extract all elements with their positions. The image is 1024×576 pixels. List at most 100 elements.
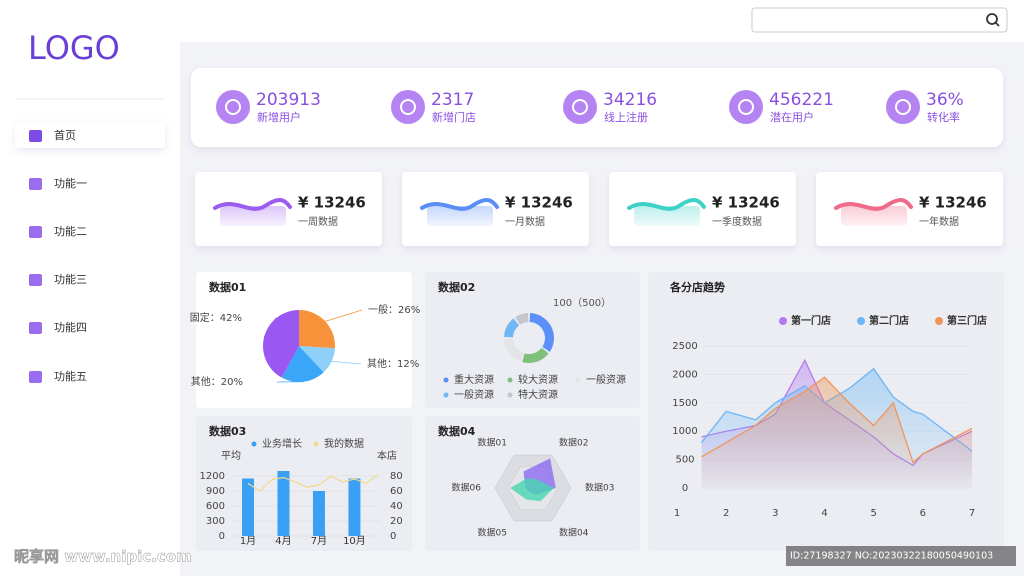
search-icon[interactable] <box>986 13 998 25</box>
summary-wave <box>420 198 499 211</box>
panel-title: 数据01 <box>209 280 246 294</box>
radar-axis-label: 数据04 <box>559 527 589 539</box>
legend-label: 第三门店 <box>947 314 987 327</box>
x-tick-label: 4 <box>821 508 827 519</box>
pie-slice <box>299 346 335 373</box>
stat-label: 线上注册 <box>604 110 648 124</box>
legend-label: 一般资源 <box>454 388 494 401</box>
area-fill <box>701 377 972 488</box>
logo: LOGO <box>28 29 120 67</box>
search-box[interactable] <box>751 7 1008 33</box>
radar-axis-label: 数据06 <box>452 482 482 494</box>
summary-amount: ¥ 13246 <box>919 194 987 212</box>
y-tick-label: 300 <box>206 516 225 527</box>
nav-active <box>15 122 165 148</box>
panel-title: 数据04 <box>438 424 476 438</box>
summary-label: 一月数据 <box>505 215 545 228</box>
radar-axis-label: 数据05 <box>478 527 507 539</box>
bar <box>277 471 290 536</box>
nav-item: 功能二 <box>54 224 87 238</box>
summary-glow <box>634 206 700 226</box>
watermark: 昵享网 www.nipic.com <box>14 548 192 566</box>
x-tick-label: 7月 <box>311 535 327 547</box>
legend-dot <box>507 392 513 398</box>
nav-icon <box>29 371 42 383</box>
x-tick-label: 7 <box>969 508 975 519</box>
y-tick-label: 500 <box>675 455 694 466</box>
summary-glow <box>220 206 286 226</box>
radar-area <box>510 478 554 502</box>
legend-label: 业务增长 <box>262 437 302 450</box>
pie-slice <box>263 310 299 378</box>
summary-glow <box>841 206 907 226</box>
summary-wave <box>213 198 292 211</box>
summary-card <box>816 172 1003 246</box>
stat-icon <box>729 90 763 124</box>
y2-tick-label: 40 <box>390 501 403 512</box>
stat-value: 34216 <box>603 90 657 110</box>
radar-axis-label: 数据02 <box>559 436 588 448</box>
stat-value: 456221 <box>769 90 834 110</box>
x-tick-label: 1 <box>674 508 680 519</box>
stats-card <box>191 68 1003 147</box>
y-tick-label: 1200 <box>200 471 225 482</box>
stat-value: 36% <box>926 90 964 110</box>
leader-line <box>331 360 362 365</box>
stat-icon-glyph <box>400 99 416 115</box>
stat-icon-glyph <box>895 99 911 115</box>
y2-tick-label: 20 <box>390 516 403 527</box>
summary-glow <box>427 206 493 226</box>
legend-dot <box>857 317 865 325</box>
nav-item: 功能一 <box>54 176 87 190</box>
watermark-bg <box>786 546 1016 566</box>
radar-axis-label: 数据03 <box>585 482 614 494</box>
nav-item: 功能三 <box>54 272 87 286</box>
stat-label: 转化率 <box>927 110 960 124</box>
x-tick-label: 3 <box>772 508 778 519</box>
stat-label: 新增门店 <box>432 110 476 124</box>
legend-dot <box>313 441 319 447</box>
y2-tick-label: 0 <box>390 531 396 542</box>
y-tick-label: 1500 <box>672 398 697 409</box>
panel-title: 数据02 <box>438 280 475 294</box>
y2-tick-label: 60 <box>390 486 403 497</box>
y-tick-label: 900 <box>206 486 225 497</box>
donut-slice <box>515 313 529 325</box>
legend-label: 重大资源 <box>454 373 494 386</box>
y2-tick-label: 80 <box>390 471 403 482</box>
stat-icon <box>216 90 250 124</box>
y-tick-label: 1000 <box>672 426 697 437</box>
nav-item: 功能五 <box>54 369 87 383</box>
x-tick-label: 2 <box>723 508 729 519</box>
bar <box>242 478 254 536</box>
stat-icon <box>563 90 597 124</box>
y-tick-label: 0 <box>219 531 225 542</box>
legend-label: 我的数据 <box>324 437 364 450</box>
pie-label: 一般：26% <box>368 303 420 316</box>
summary-wave <box>627 198 706 211</box>
y-tick-label: 600 <box>206 501 225 512</box>
nav-icon <box>29 178 42 190</box>
nav-icon <box>29 322 42 334</box>
nav-item: 首页 <box>54 128 76 142</box>
donut-slice <box>504 318 520 338</box>
stat-label: 新增用户 <box>257 110 301 124</box>
area-line <box>701 376 973 464</box>
bar <box>348 478 361 536</box>
panel-title: 各分店趋势 <box>669 280 725 294</box>
x-tick-label: 5 <box>870 508 876 519</box>
x-tick-label: 6 <box>920 508 926 519</box>
x-tick-label: 1月 <box>240 535 256 547</box>
legend-label: 一般资源 <box>586 373 626 386</box>
pie-label: 其他：20% <box>191 375 243 388</box>
nav-item: 功能四 <box>54 320 87 334</box>
y2-axis-title: 本店 <box>377 449 397 462</box>
leader-line <box>263 317 277 338</box>
legend-label: 较大资源 <box>518 373 558 386</box>
stat-value: 203913 <box>256 90 321 110</box>
legend-dot <box>779 317 787 325</box>
stat-icon-glyph <box>225 99 241 115</box>
summary-label: 一年数据 <box>919 215 959 228</box>
